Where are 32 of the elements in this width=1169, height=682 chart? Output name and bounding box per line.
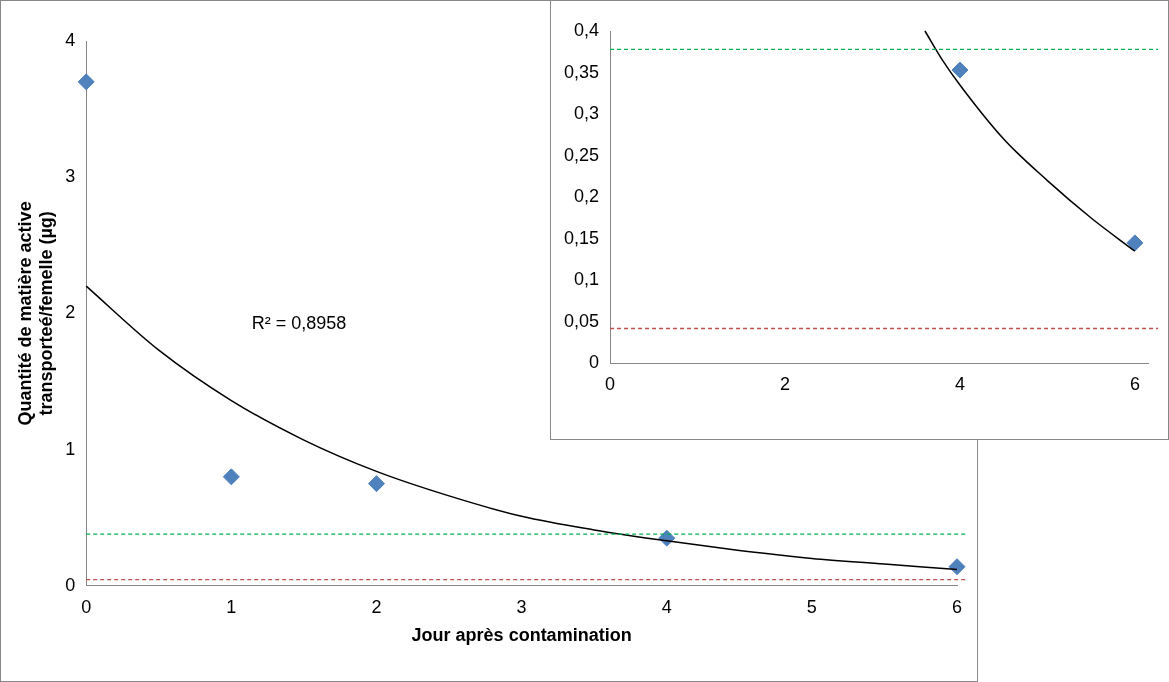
y-tick-label: 0,35: [563, 61, 600, 82]
x-tick-label: 0: [81, 596, 92, 617]
point: [367, 475, 385, 493]
y-tick-label: 0: [65, 574, 76, 595]
point: [77, 73, 95, 91]
y-tick-label: 1: [65, 438, 76, 459]
y-tick-label: 0,1: [574, 269, 600, 290]
y-tick-label: 0,3: [574, 103, 600, 124]
x-tick-label: 5: [806, 596, 817, 617]
y-tick-label: 0,15: [563, 227, 600, 248]
y-tick-label: 0,25: [563, 144, 600, 165]
x-axis-title: Jour après contamination: [411, 625, 632, 646]
y-tick-label: 0: [589, 352, 600, 373]
y-tick-label: 0,4: [574, 19, 600, 40]
x-tick-label: 0: [605, 374, 616, 395]
annotation: R² = 0,8958: [251, 313, 347, 334]
x-tick-label: 1: [226, 596, 237, 617]
y-axis-title: Quantité de matière active transporteé/femelle (µg): [14, 201, 57, 426]
y-tick-label: 0,05: [563, 310, 600, 331]
y-tick-label: 4: [65, 29, 76, 50]
y-tick-label: 3: [65, 166, 76, 187]
y-tick-label: 0,2: [574, 186, 600, 207]
x-tick-label: 6: [1129, 374, 1140, 395]
x-tick-label: 3: [516, 596, 527, 617]
point: [948, 558, 966, 576]
x-tick-label: 4: [661, 596, 672, 617]
point: [222, 468, 240, 486]
x-tick-label: 4: [954, 374, 965, 395]
x-tick-label: 2: [779, 374, 790, 395]
x-tick-label: 6: [951, 596, 963, 617]
x-tick-label: 2: [371, 596, 382, 617]
y-tick-label: 2: [65, 302, 76, 323]
